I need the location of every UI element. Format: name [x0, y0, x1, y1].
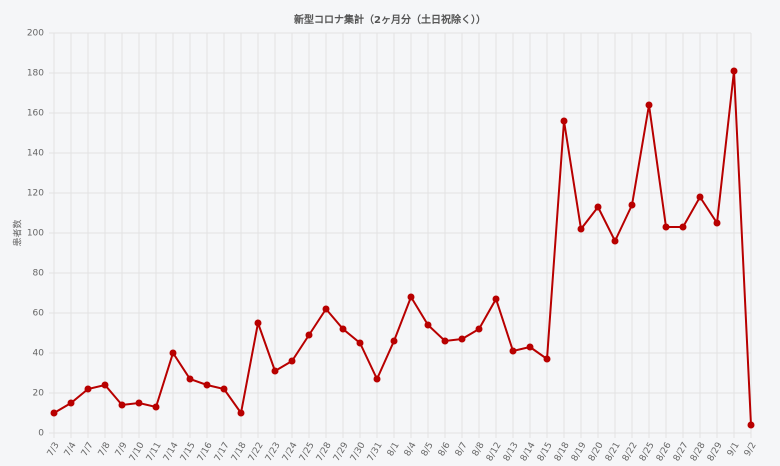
y-tick-label: 80 [33, 269, 45, 279]
data-point [679, 223, 687, 231]
data-point [322, 305, 330, 313]
data-point [645, 101, 653, 109]
data-point [713, 219, 721, 227]
data-point [271, 367, 279, 375]
y-tick-label: 180 [27, 69, 44, 79]
data-point [339, 325, 347, 333]
data-point [152, 403, 160, 411]
data-point [237, 409, 245, 417]
data-point [543, 355, 551, 363]
y-tick-label: 120 [27, 189, 44, 199]
data-point [594, 203, 602, 211]
y-tick-label: 160 [27, 109, 44, 119]
data-point [135, 399, 143, 407]
y-axis-label: 患者数 [12, 219, 24, 246]
data-point [492, 295, 500, 303]
data-point [611, 237, 619, 245]
data-point [50, 409, 58, 417]
data-point [305, 331, 313, 339]
data-point [407, 293, 415, 301]
data-point [424, 321, 432, 329]
data-point [390, 337, 398, 345]
data-point [288, 357, 296, 365]
data-point [254, 319, 262, 327]
data-point [356, 339, 364, 347]
data-point [118, 401, 126, 409]
data-point [577, 225, 585, 233]
data-point [441, 337, 449, 345]
data-point [526, 343, 534, 351]
data-point [186, 375, 194, 383]
data-line [53, 70, 752, 426]
data-point [509, 347, 517, 355]
data-point [373, 375, 381, 383]
data-point [475, 325, 483, 333]
data-point [696, 193, 704, 201]
data-point [747, 421, 755, 429]
data-point [662, 223, 670, 231]
y-tick-label: 60 [33, 309, 45, 319]
data-point [220, 385, 228, 393]
data-point [67, 399, 75, 407]
y-tick-label: 20 [33, 389, 45, 399]
data-point [628, 201, 636, 209]
data-point [203, 381, 211, 389]
data-point [730, 67, 738, 75]
data-point [560, 117, 568, 125]
data-point [101, 381, 109, 389]
y-tick-label: 200 [27, 29, 44, 39]
y-tick-label: 40 [33, 349, 45, 359]
chart-title: 新型コロナ集計（2ヶ月分（土日祝除く）） [294, 13, 486, 26]
data-point [84, 385, 92, 393]
y-tick-label: 100 [27, 229, 44, 239]
data-point [169, 349, 177, 357]
y-tick-label: 140 [27, 149, 44, 159]
data-point [458, 335, 466, 343]
y-tick-label: 0 [38, 429, 44, 439]
